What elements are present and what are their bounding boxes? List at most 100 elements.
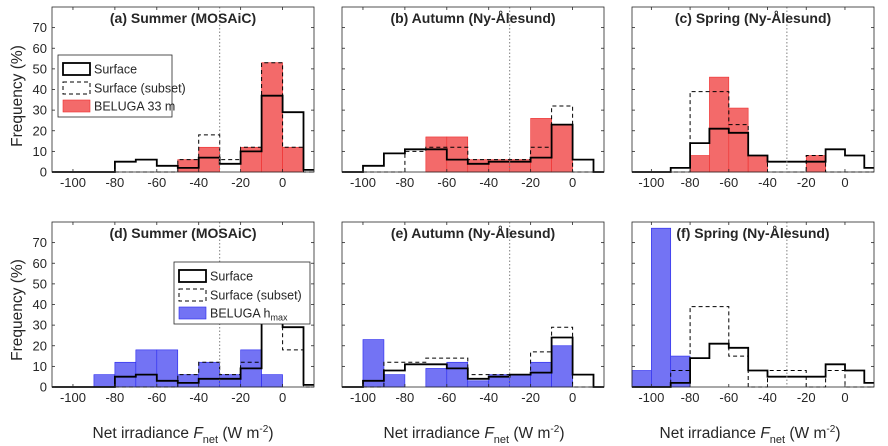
y-tick-label: 60: [33, 256, 47, 271]
bar-beluga-hmax: [198, 361, 220, 388]
bar-beluga-33m: [689, 155, 710, 173]
panel-2: -100 -80 -60 -40 -20 0 (b) Autumn (Ny-Ålesund): [341, 6, 605, 190]
panel-title: (b) Autumn (Ny-Ålesund): [390, 10, 555, 26]
legend-swatch-subset: [62, 81, 91, 95]
series-surface: [342, 336, 604, 388]
bar-beluga-hmax: [362, 339, 385, 388]
bar-beluga-hmax: [261, 374, 283, 388]
x-tick-label: -20: [797, 390, 816, 405]
x-tick-label: 0: [841, 175, 848, 190]
bar-beluga-33m: [728, 107, 749, 173]
bar-beluga-hmax: [135, 349, 158, 388]
legend-swatch-surface: [178, 269, 207, 283]
y-tick-label: 50: [33, 276, 47, 291]
series-surface: [342, 123, 604, 173]
legend-swatch-beluga: [62, 99, 91, 113]
x-axis-label-left: Net irradiance Fnet (W m-2): [93, 424, 274, 446]
bar-beluga-33m: [261, 62, 283, 173]
legend: Surface Surface (subset) BELUGA 33 m: [57, 54, 186, 118]
x-tick-label: -60: [437, 390, 456, 405]
y-tick-label: 20: [33, 338, 47, 353]
legend-swatch-beluga: [178, 306, 207, 320]
bar-beluga-33m: [198, 146, 220, 173]
bar-beluga-33m: [425, 136, 448, 173]
panel-1: -100 -80 -60 -40 -20 0 0 10 20 30 40 50 60 70 (a) Summ…: [33, 6, 315, 190]
x-tick-label: -100: [638, 175, 664, 190]
bar-beluga-33m: [530, 118, 552, 173]
bar-beluga-33m: [805, 155, 826, 173]
series-surface-subset: [342, 326, 604, 388]
x-tick-label: -80: [681, 390, 700, 405]
y-axis-label-top: Frequency (%): [9, 45, 26, 147]
bar-beluga-hmax: [177, 374, 200, 388]
panel-title: (e) Autumn (Ny-Ålesund): [391, 225, 555, 241]
x-tick-label: -60: [147, 390, 166, 405]
x-tick-label: -40: [758, 175, 777, 190]
x-tick-label: -40: [189, 390, 208, 405]
y-tick-label: 40: [33, 297, 47, 312]
plot-area: [632, 7, 874, 172]
legend-label: Surface: [94, 63, 137, 77]
legend-label: BELUGA 33 m: [94, 100, 175, 114]
panels: -100 -80 -60 -40 -20 0 0 10 20 30 40 50 60 70 (a) Summ…: [33, 6, 875, 405]
x-tick-label: -60: [719, 175, 738, 190]
bar-beluga-33m: [467, 159, 490, 173]
bar-beluga-33m: [177, 159, 200, 173]
x-tick-label: 0: [279, 175, 286, 190]
legend-box: [173, 261, 311, 325]
panel-5: -100 -80 -60 -40 -20 0 (e) Autumn (Ny-Ålesund): [341, 221, 605, 405]
bar-beluga-hmax: [509, 374, 531, 388]
legend-label-subscript: max: [270, 313, 288, 323]
x-tick-label: -80: [681, 175, 700, 190]
bar-beluga-33m: [446, 136, 469, 173]
x-tick-label: -20: [231, 175, 250, 190]
x-tick-label: -20: [231, 390, 250, 405]
bar-beluga-hmax: [446, 361, 469, 388]
x-tick-label: -20: [521, 175, 540, 190]
panel-3: -100 -80 -60 -40 -20 0 (c) Spring (Ny-Ålesund): [631, 6, 875, 190]
x-tick-label: -100: [350, 390, 376, 405]
bar-beluga-hmax: [530, 361, 552, 388]
y-tick-label: 50: [33, 61, 47, 76]
y-tick-label: 70: [33, 235, 47, 250]
series-surface-subset: [52, 62, 314, 173]
x-tick-label: -80: [395, 175, 414, 190]
x-tick-label: 0: [841, 390, 848, 405]
y-tick-label: 0: [40, 380, 47, 395]
bar-beluga-33m: [551, 124, 573, 173]
panel-title: (f) Spring (Ny-Ålesund): [676, 225, 829, 241]
bar-beluga-hmax: [631, 370, 652, 388]
x-tick-label: -60: [147, 175, 166, 190]
x-tick-label: -80: [395, 390, 414, 405]
legend-swatch-subset: [178, 288, 207, 302]
x-tick-label: -100: [638, 390, 664, 405]
panel-4: -100 -80 -60 -40 -20 0 0 10 20 30 40 50 60 70 (d) Summ…: [33, 221, 315, 405]
x-tick-label: 0: [279, 390, 286, 405]
panel-title: (a) Summer (MOSAiC): [110, 10, 256, 26]
bar-beluga-hmax: [383, 374, 406, 388]
x-tick-label: -40: [189, 175, 208, 190]
x-tick-label: -40: [479, 390, 498, 405]
series-surface-subset: [342, 105, 604, 173]
legend-label: Surface (subset): [210, 289, 302, 303]
y-tick-label: 0: [40, 165, 47, 180]
x-axis-label-middle: Net irradiance Fnet (W m-2): [384, 424, 565, 446]
y-tick-label: 10: [33, 144, 47, 159]
x-tick-label: -40: [479, 175, 498, 190]
legend-label: Surface: [210, 270, 253, 284]
bar-beluga-33m: [747, 155, 768, 173]
bar-beluga-hmax: [93, 374, 116, 388]
bar-beluga-hmax: [467, 380, 490, 388]
x-tick-label: -100: [350, 175, 376, 190]
x-tick-label: -20: [521, 390, 540, 405]
y-tick-label: 70: [33, 20, 47, 35]
bar-beluga-hmax: [425, 368, 448, 388]
y-tick-label: 40: [33, 82, 47, 97]
x-tick-label: -40: [758, 390, 777, 405]
x-tick-label: -100: [60, 390, 86, 405]
legend: Surface Surface (subset) BELUGA hmax: [173, 261, 311, 325]
x-tick-label: 0: [569, 390, 576, 405]
bar-beluga-hmax: [651, 227, 672, 388]
x-tick-label: -80: [105, 175, 124, 190]
